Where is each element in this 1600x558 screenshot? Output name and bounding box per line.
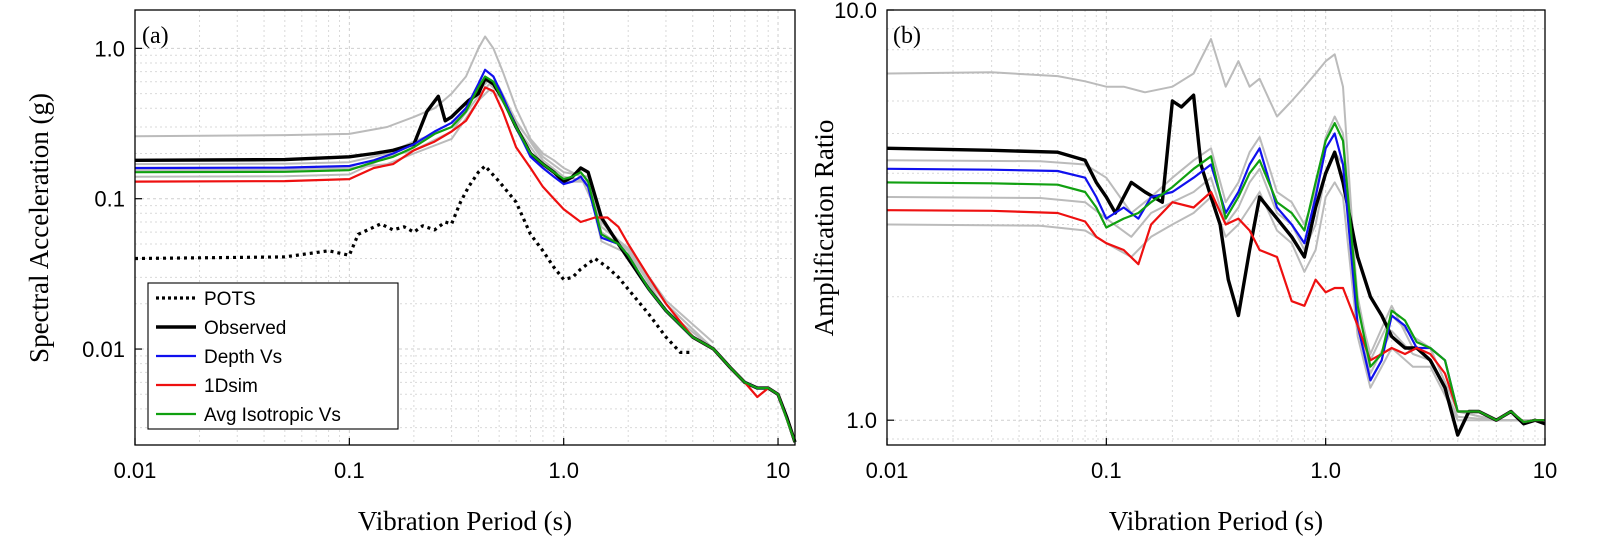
panel-b-background-line-2 bbox=[886, 181, 1545, 422]
panel-b-ytick-label: 10.0 bbox=[834, 0, 877, 23]
panel-a: 0.01 0.1 1.0 10 0.01 0.1 1.0 (a) Vibration Per… bbox=[24, 9, 797, 536]
panel-a-series-pots bbox=[134, 164, 693, 354]
legend-label-1dsim: 1Dsim bbox=[204, 376, 258, 397]
panel-b-xtick-label: 10 bbox=[1533, 458, 1557, 483]
panel-b-series-observed bbox=[886, 93, 1546, 437]
legend-label-depth-vs: Depth Vs bbox=[204, 347, 282, 368]
panel-b-ytick-label: 1.0 bbox=[846, 408, 877, 433]
panel-a-ytick-label: 0.01 bbox=[82, 337, 125, 362]
panel-b-series-avg-isotropic-vs bbox=[886, 121, 1545, 424]
panel-a-legend: POTS Observed Depth Vs 1Dsim Avg Isotrop… bbox=[147, 282, 399, 430]
panel-b-background-line-3 bbox=[886, 151, 1545, 422]
panel-a-frame bbox=[134, 9, 796, 446]
panel-b-xtick-label: 0.1 bbox=[1091, 458, 1122, 483]
panel-a-ytick-label: 0.1 bbox=[94, 187, 125, 212]
panel-a-series-avg-isotropic-vs bbox=[134, 75, 797, 443]
legend-label-pots: POTS bbox=[204, 289, 256, 310]
panel-b-xlabel: Vibration Period (s) bbox=[1109, 506, 1323, 536]
panel-b-ticks: 0.01 0.1 1.0 10 1.0 10.0 bbox=[834, 0, 1557, 483]
panel-b-xtick-label: 1.0 bbox=[1310, 458, 1341, 483]
panel-a-xtick-label: 0.1 bbox=[334, 458, 365, 483]
panel-a-ytick-label: 1.0 bbox=[94, 36, 125, 61]
legend-label-avg-isotropic-vs: Avg Isotropic Vs bbox=[204, 405, 341, 426]
panel-b-tag: (b) bbox=[893, 23, 921, 49]
panel-a-series bbox=[134, 68, 797, 443]
panel-b-ylabel: Amplification Ratio bbox=[809, 120, 839, 337]
legend-label-observed: Observed bbox=[204, 318, 286, 339]
panel-b-series bbox=[886, 93, 1546, 437]
panel-b-frame bbox=[886, 9, 1546, 446]
panel-a-tag: (a) bbox=[142, 23, 169, 49]
panel-a-xtick-label: 1.0 bbox=[548, 458, 579, 483]
panel-a-ticks: 0.01 0.1 1.0 10 0.01 0.1 1.0 bbox=[82, 36, 790, 483]
panel-b-xtick-label: 0.01 bbox=[866, 458, 909, 483]
panel-a-xtick-label: 10 bbox=[766, 458, 790, 483]
panel-b-background-line-4 bbox=[886, 115, 1545, 422]
panel-a-xlabel: Vibration Period (s) bbox=[358, 506, 572, 536]
panel-a-xtick-label: 0.01 bbox=[114, 458, 157, 483]
panel-b: 0.01 0.1 1.0 10 1.0 10.0 (b) Vibration Period… bbox=[809, 0, 1557, 536]
panel-a-ylabel: Spectral Acceleration (g) bbox=[24, 93, 54, 363]
